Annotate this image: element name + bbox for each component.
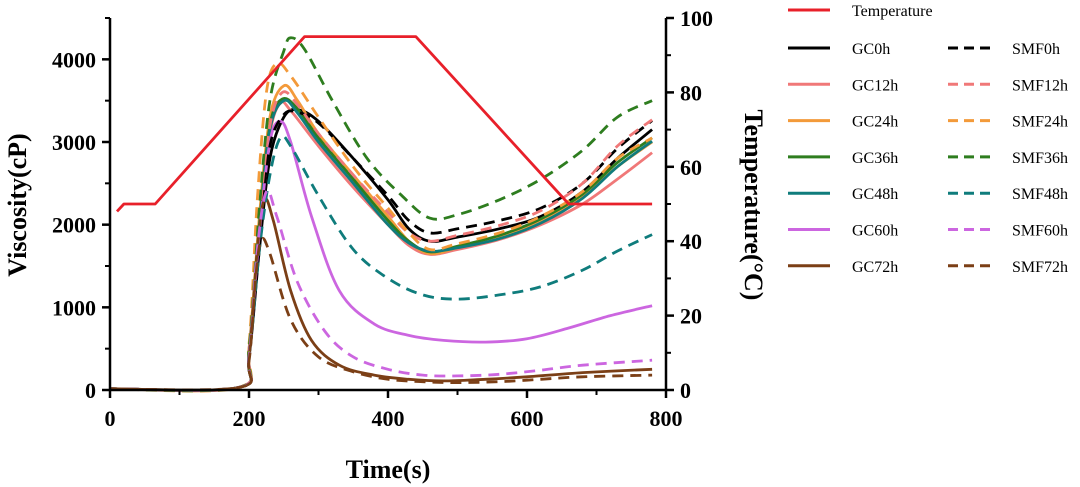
legend-item-smf36h: SMF36h <box>948 150 1068 167</box>
legend-label: SMF24h <box>1012 114 1068 131</box>
temperature-line <box>115 35 653 213</box>
legend: Temperature GC0h GC12h GC24h GC36h GC48h GC60h… <box>788 3 1068 276</box>
y-tick-label: 4000 <box>52 47 96 72</box>
legend-item-gc72h: GC72h <box>788 259 898 276</box>
legend-label: GC24h <box>852 114 898 131</box>
y2-tick-label: 60 <box>680 155 702 180</box>
y2-tick-label: 80 <box>680 80 702 105</box>
temperature-layer <box>115 35 653 213</box>
legend-item-gc24h: GC24h <box>788 114 898 131</box>
axes: 0 200 400 600 800 0 1000 2000 3000 4000 0 20 40 60 80 1… <box>52 6 713 431</box>
legend-label: GC12h <box>852 77 898 94</box>
legend-item-temperature: Temperature <box>788 3 933 20</box>
series-line-smf0h <box>109 109 653 392</box>
x-tick-label: 800 <box>650 406 683 431</box>
y2-axis-title: Temperature(°C) <box>739 110 768 301</box>
series-line-smf60h <box>109 189 653 392</box>
legend-label: SMF0h <box>1012 41 1060 58</box>
legend-item-smf0h: SMF0h <box>948 41 1060 58</box>
legend-item-gc12h: GC12h <box>788 77 898 94</box>
legend-label: SMF12h <box>1012 77 1068 94</box>
legend-item-smf12h: SMF12h <box>948 77 1068 94</box>
legend-item-gc0h: GC0h <box>788 41 890 58</box>
x-tick-label: 600 <box>511 406 544 431</box>
legend-item-gc60h: GC60h <box>788 223 898 240</box>
series-line-gc24h <box>109 83 653 393</box>
series-line-gc36h <box>109 96 653 392</box>
legend-item-smf72h: SMF72h <box>948 259 1068 276</box>
series-line-gc48h <box>109 98 653 392</box>
legend-label: GC0h <box>852 41 890 58</box>
y2-tick-label: 20 <box>680 304 702 329</box>
legend-label: SMF48h <box>1012 186 1068 203</box>
x-tick-label: 0 <box>105 406 116 431</box>
legend-item-smf24h: SMF24h <box>948 114 1068 131</box>
series-line-gc72h <box>109 197 653 392</box>
legend-item-gc36h: GC36h <box>788 150 898 167</box>
y2-tick-label: 0 <box>680 378 691 403</box>
plot-area <box>109 35 653 393</box>
x-tick-label: 400 <box>372 406 405 431</box>
legend-label: GC36h <box>852 150 898 167</box>
x-axis-title: Time(s) <box>346 455 431 484</box>
legend-item-smf48h: SMF48h <box>948 186 1068 203</box>
y-tick-label: 2000 <box>52 213 96 238</box>
y-tick-label: 3000 <box>52 130 96 155</box>
legend-item-smf60h: SMF60h <box>948 223 1068 240</box>
series-layer <box>109 36 653 393</box>
y2-tick-label: 100 <box>680 6 713 31</box>
y-tick-label: 1000 <box>52 295 96 320</box>
y2-tick-label: 40 <box>680 229 702 254</box>
x-tick-label: 200 <box>233 406 266 431</box>
y-axis-title: Viscosity(cP) <box>3 133 32 276</box>
legend-label: SMF36h <box>1012 150 1068 167</box>
legend-label: GC72h <box>852 259 898 276</box>
ticks: 0 200 400 600 800 0 1000 2000 3000 4000 0 20 40 60 80 1… <box>52 6 713 431</box>
legend-label: Temperature <box>852 3 933 20</box>
y-tick-label: 0 <box>85 378 96 403</box>
legend-label: SMF72h <box>1012 259 1068 276</box>
series-line-smf24h <box>109 61 653 393</box>
series-line-smf12h <box>109 90 653 393</box>
series-line-gc12h <box>109 100 653 393</box>
legend-label: SMF60h <box>1012 223 1068 240</box>
legend-label: GC60h <box>852 223 898 240</box>
legend-item-gc48h: GC48h <box>788 186 898 203</box>
legend-label: GC48h <box>852 186 898 203</box>
series-line-gc0h <box>109 108 653 392</box>
